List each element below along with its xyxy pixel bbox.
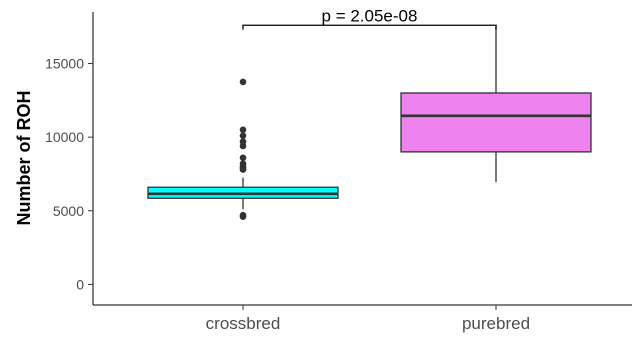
x-tick-label: crossbred: [206, 314, 281, 333]
y-tick-label: 0: [76, 276, 84, 292]
box-purebred: [400, 25, 592, 183]
outlier-point: [239, 160, 247, 167]
outlier-point: [239, 154, 247, 162]
plot-area: [147, 25, 592, 220]
x-tick-label: purebred: [462, 314, 530, 333]
y-tick-label: 5000: [53, 203, 84, 219]
p-value-label: p = 2.05e-08: [322, 6, 418, 25]
box-body: [400, 92, 592, 153]
outlier-point: [239, 126, 247, 134]
outlier-point: [239, 132, 247, 139]
y-tick-label: 15000: [45, 56, 84, 72]
outlier-point: [239, 138, 247, 145]
y-ticks: 0 5000 10000 15000: [45, 56, 93, 292]
outlier-point: [239, 78, 247, 86]
significance-annotation: p = 2.05e-08: [242, 6, 497, 30]
bracket-line: [242, 24, 497, 30]
x-ticks: crossbred purebred: [206, 305, 530, 333]
y-tick-label: 10000: [45, 129, 84, 145]
box-crossbred: [147, 78, 339, 220]
outlier-point: [239, 211, 247, 219]
y-axis-title: Number of ROH: [14, 91, 34, 226]
